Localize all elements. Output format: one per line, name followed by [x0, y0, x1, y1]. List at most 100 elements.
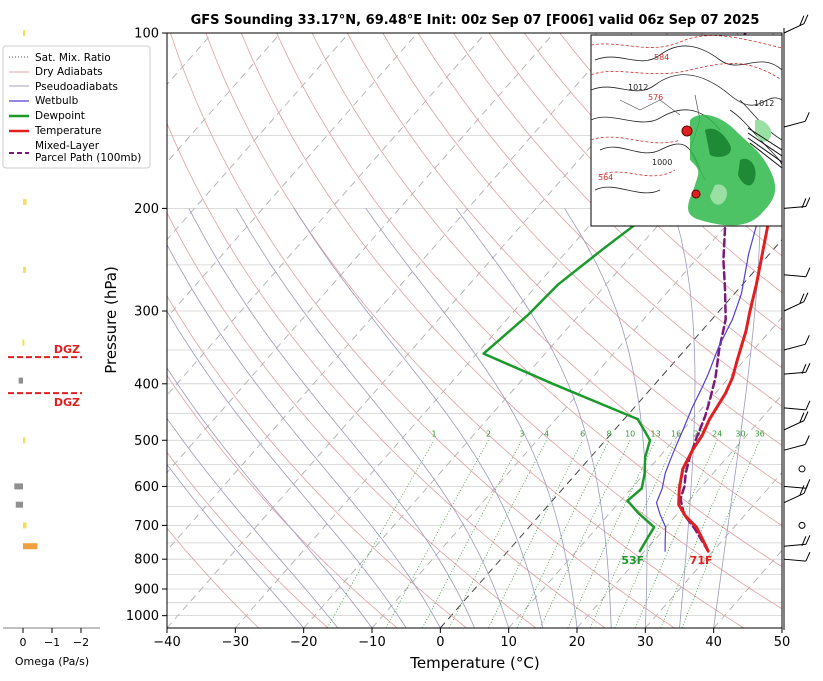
inset-height-label: 564	[598, 173, 613, 182]
y-tick-label: 400	[134, 377, 159, 392]
dgz-label: DGZ	[54, 343, 80, 356]
x-tick-label: 0	[436, 635, 444, 650]
x-tick-label: 40	[705, 635, 722, 650]
mixing-ratio-label: 3	[519, 429, 524, 438]
mixing-ratio-label: 6	[580, 429, 585, 438]
barb-feather	[801, 536, 807, 546]
barb-staff	[783, 558, 806, 562]
omega-bar	[23, 522, 27, 529]
dry-adiabat	[205, 33, 744, 628]
plot-frame	[166, 32, 783, 629]
y-tick-label: 300	[134, 304, 159, 319]
isotherm-line	[576, 394, 782, 628]
x-tick-label: 20	[569, 635, 586, 650]
y-tick-label: 600	[134, 480, 159, 495]
barb-staff	[783, 343, 806, 351]
pseudoadiabat	[293, 208, 544, 628]
inset-height-label: 584	[654, 53, 669, 62]
mixing-ratio-line	[539, 440, 631, 628]
wind-barb	[783, 292, 809, 312]
barb-feather	[805, 400, 811, 411]
barb-staff	[783, 120, 806, 128]
barb-staff	[783, 23, 805, 34]
omega-tick-label: 0	[20, 636, 27, 649]
mixing-ratio-label: 1	[432, 429, 437, 438]
x-tick-label: −10	[358, 635, 385, 650]
mixing-ratio-line	[326, 440, 435, 628]
legend-label: Pseudoadiabats	[35, 81, 118, 93]
dry-adiabat	[276, 33, 782, 568]
barb-feather	[805, 551, 811, 562]
dry-adiabat	[167, 212, 537, 628]
mixing-ratio-label: 24	[712, 429, 722, 438]
pseudoadiabat	[167, 310, 407, 628]
omega-bar	[23, 437, 26, 444]
legend-label: Mixed-Layer	[35, 140, 100, 152]
barb-feather	[805, 267, 811, 277]
mixing-ratio-line	[589, 440, 677, 628]
isotherm-line	[167, 33, 350, 241]
barb-feather	[801, 198, 807, 209]
pseudoadiabat	[188, 208, 475, 628]
surface-value-label: 71F	[690, 554, 713, 567]
omega-bar	[23, 30, 25, 36]
dry-adiabat	[167, 527, 259, 628]
y-tick-label: 900	[134, 582, 159, 597]
y-axis-label: Pressure (hPa)	[102, 266, 120, 374]
omega-bar	[14, 483, 23, 490]
omega-bar	[23, 266, 26, 273]
legend-label: Parcel Path (100mb)	[35, 152, 141, 164]
barb-staff	[783, 407, 806, 411]
inset-isobar-label: 1000	[652, 158, 672, 167]
x-tick-label: −40	[153, 635, 180, 650]
y-tick-label: 700	[134, 519, 159, 534]
wind-barb	[783, 484, 809, 504]
legend: Sat. Mix. Ratio Dry Adiabats Pseudoadiab…	[2, 45, 151, 169]
pseudoadiabat	[455, 208, 612, 628]
mixing-ratio-label: 16	[671, 429, 681, 438]
inset-isobar-label: 1012	[754, 99, 774, 108]
inset-isobar-label: 1012	[628, 83, 648, 92]
barb-feather	[803, 484, 809, 494]
legend-label: Dewpoint	[35, 110, 85, 122]
omega-bar	[15, 501, 23, 508]
barb-feather	[805, 197, 811, 207]
legend-label: Sat. Mix. Ratio	[35, 52, 111, 64]
isotherm-line	[167, 33, 486, 396]
dry-adiabat	[417, 33, 782, 407]
mixing-ratio-line	[448, 440, 547, 628]
dry-adiabat	[453, 33, 782, 369]
barb-feather	[799, 293, 805, 304]
mixing-ratio-label: 30	[735, 429, 745, 438]
omega-bar	[18, 377, 23, 384]
barb-staff	[783, 444, 806, 451]
omega-bar	[23, 543, 38, 550]
wind-barb	[783, 479, 811, 489]
isotherm-line	[644, 471, 782, 628]
y-tick-label: 1000	[126, 609, 159, 624]
pseudoadiabat	[672, 208, 696, 628]
isotherm-line	[167, 33, 623, 552]
x-tick-label: 50	[774, 635, 791, 650]
pseudoadiabat	[167, 463, 305, 628]
mixing-ratio-label: 10	[625, 429, 635, 438]
wind-barb	[783, 197, 811, 209]
calm-wind-barb	[798, 465, 806, 473]
barb-feather	[799, 15, 805, 26]
omega-bar	[22, 339, 25, 346]
barb-feather	[803, 292, 809, 302]
mixing-ratio-label: 2	[486, 429, 491, 438]
barb-staff	[783, 301, 805, 312]
barb-feather	[805, 535, 811, 545]
x-tick-label: 10	[500, 635, 517, 650]
surface-value-label: 53F	[621, 554, 644, 567]
barb-feather	[799, 412, 805, 423]
isotherm-line	[167, 33, 281, 163]
sounding-location-marker	[681, 125, 693, 137]
legend-label: Wetbulb	[35, 95, 79, 107]
dry-adiabat	[170, 33, 675, 628]
x-tick-label: 30	[637, 635, 654, 650]
x-axis-label: Temperature (°C)	[409, 654, 539, 672]
